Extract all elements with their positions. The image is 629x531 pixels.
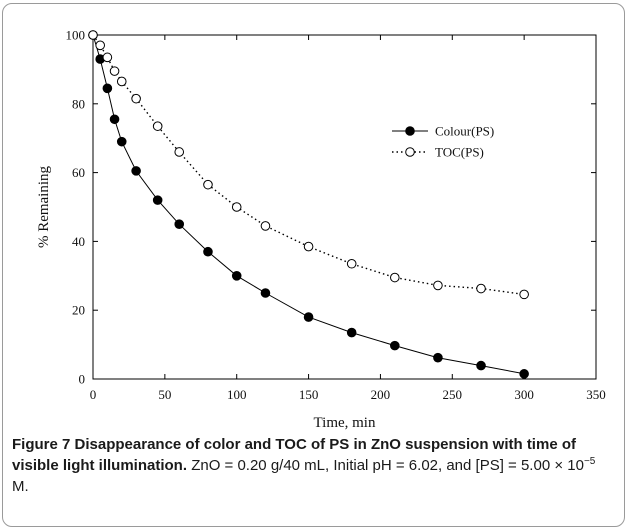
x-axis-ticks: 0 50 100 150 200 250 300 350	[90, 35, 606, 402]
x-tick-label: 250	[443, 387, 463, 402]
data-point	[476, 283, 486, 294]
data-point	[519, 369, 529, 379]
data-point	[102, 52, 113, 63]
series-layer	[88, 30, 529, 379]
data-point	[346, 258, 357, 269]
figure-details: ZnO = 0.20 g/40 mL, Initial pH = 6.02, a…	[191, 457, 584, 474]
y-tick-label: 40	[72, 234, 85, 249]
y-axis-ticks: 0 20 40 60 80 100	[66, 28, 596, 387]
x-tick-label: 150	[299, 387, 319, 402]
data-point	[390, 340, 400, 351]
data-point	[476, 360, 486, 371]
line-chart: 0 50 100 150 200 250 300 350 0 20 40 60 80 100 Time,…	[36, 28, 606, 431]
data-point	[203, 246, 213, 257]
x-tick-label: 350	[586, 387, 606, 402]
data-point	[260, 221, 271, 231]
series-line	[92, 34, 525, 296]
data-point	[116, 136, 127, 147]
series-0	[88, 30, 529, 379]
data-point	[174, 219, 185, 229]
figure-caption: Figure 7 Disappearance of color and TOC …	[12, 434, 612, 497]
data-point	[88, 30, 98, 40]
data-point	[231, 271, 242, 281]
data-point	[174, 147, 185, 157]
data-point	[433, 352, 443, 363]
plot-area	[92, 34, 597, 380]
y-axis-label: % Remaining	[36, 165, 52, 248]
figure-details-end: M.	[12, 478, 29, 495]
data-point	[303, 312, 314, 322]
y-tick-label: 100	[66, 28, 86, 43]
series-1	[88, 30, 529, 300]
data-point	[519, 289, 529, 300]
x-tick-label: 50	[158, 387, 171, 402]
data-point	[102, 83, 113, 94]
legend-marker	[405, 147, 415, 157]
x-tick-label: 300	[514, 387, 534, 402]
data-point	[109, 66, 120, 76]
data-point	[433, 280, 443, 291]
data-point	[231, 202, 242, 212]
y-tick-label: 60	[72, 165, 85, 180]
data-point	[131, 166, 141, 176]
legend-marker	[405, 126, 415, 136]
data-point	[95, 40, 105, 51]
x-tick-label: 100	[227, 387, 247, 402]
legend: Colour(PS) TOC(PS)	[392, 124, 494, 160]
x-tick-label: 0	[90, 387, 97, 402]
data-point	[203, 179, 213, 190]
y-tick-label: 0	[79, 372, 86, 387]
data-point	[116, 76, 127, 87]
data-point	[109, 114, 120, 125]
data-point	[390, 272, 400, 283]
legend-label: Colour(PS)	[435, 124, 494, 139]
figure-title: Disappearance of color and TOC of PS in …	[12, 436, 576, 474]
legend-label: TOC(PS)	[435, 145, 484, 160]
data-point	[346, 327, 357, 338]
data-point	[152, 195, 163, 205]
x-axis-label: Time, min	[314, 415, 376, 430]
figure-details-exponent: −5	[583, 456, 596, 467]
data-point	[152, 121, 163, 131]
figure-label: Figure 7	[12, 436, 71, 453]
data-point	[260, 288, 271, 298]
x-tick-label: 200	[371, 387, 391, 402]
data-point	[131, 93, 141, 104]
y-tick-label: 20	[72, 303, 85, 318]
y-tick-label: 80	[72, 96, 85, 111]
data-point	[303, 241, 314, 252]
